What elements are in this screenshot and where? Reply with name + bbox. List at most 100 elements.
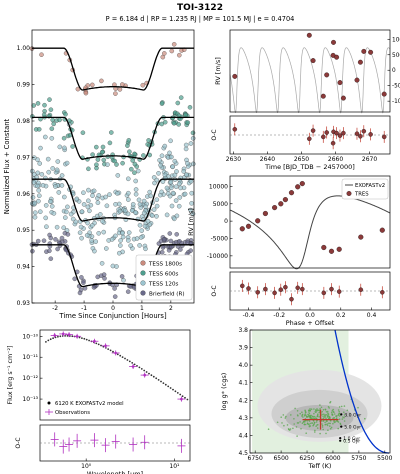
hr-sample-point xyxy=(321,413,324,416)
rv-time-point xyxy=(324,72,330,78)
transit-point xyxy=(90,82,95,88)
transit-point xyxy=(151,207,157,212)
hr-y-tick-label: 4.3 xyxy=(238,415,248,422)
transit-point xyxy=(113,91,118,96)
transit-point xyxy=(81,202,87,207)
sed-model-point xyxy=(64,335,66,337)
transit-point xyxy=(36,127,42,132)
sed-model-point xyxy=(71,335,74,338)
sed-model-point xyxy=(85,338,88,341)
rv-phase-legend-label: EXOFASTv2 xyxy=(355,183,385,189)
transit-point xyxy=(172,158,178,164)
hr-sample-point xyxy=(323,417,325,419)
transit-point xyxy=(125,143,130,148)
hr-sample-point xyxy=(304,412,307,414)
hr-sample-point xyxy=(301,422,304,425)
transit-point xyxy=(57,117,62,123)
sed-model-point xyxy=(88,339,90,342)
rv-phase-residual-point xyxy=(255,290,260,295)
transit-point xyxy=(178,247,183,252)
rv-phase-residual-point xyxy=(272,290,277,296)
hr-sample-point xyxy=(316,427,319,429)
sed-obs-point xyxy=(75,335,79,338)
transit-point xyxy=(101,272,107,277)
rv-time-x-tick-label: 2650 xyxy=(294,156,309,163)
sed-model-point xyxy=(174,390,177,393)
hr-sample-point xyxy=(327,429,329,432)
hr-sample-point xyxy=(311,422,313,424)
rv-time-point xyxy=(306,32,312,38)
rv-phase-residual-point xyxy=(246,286,251,291)
transit-x-tick-label: 0 xyxy=(111,305,115,312)
transit-point xyxy=(73,219,79,225)
sed-model-point xyxy=(121,356,124,358)
transit-point xyxy=(110,263,116,269)
transit-point xyxy=(126,238,131,243)
hr-sample-point xyxy=(333,417,336,419)
transit-point xyxy=(170,164,175,170)
hr-y-tick-label: 3.9 xyxy=(238,345,248,352)
transit-point xyxy=(120,234,126,240)
hr-sample-point xyxy=(297,422,300,424)
transit-point xyxy=(63,112,68,117)
hr-sample-point xyxy=(321,423,323,425)
transit-point xyxy=(130,202,136,207)
hr-sample-point xyxy=(327,412,329,414)
sed-obs-point xyxy=(93,339,96,343)
transit-point xyxy=(48,199,53,204)
transit-point xyxy=(118,243,123,248)
hr-sample-point xyxy=(284,417,287,419)
transit-point xyxy=(159,101,165,106)
transit-point xyxy=(190,130,196,136)
transit-point xyxy=(54,167,60,173)
transit-point xyxy=(136,197,142,203)
transit-point xyxy=(129,208,135,213)
transit-point xyxy=(169,185,174,191)
sed-legend-label: Observations xyxy=(55,410,90,416)
sed-model-point xyxy=(49,338,52,341)
sed-model-point xyxy=(78,336,81,339)
hr-sample-point xyxy=(322,415,324,418)
rv-time-residual-point xyxy=(232,127,238,132)
rv-phase-residual-point xyxy=(336,289,342,294)
hr-sample-point xyxy=(309,408,311,410)
sed-model-point xyxy=(102,345,105,348)
hr-age-label: 0.5 Gyr xyxy=(343,439,360,445)
transit-point xyxy=(49,204,55,209)
transit-point xyxy=(177,195,183,200)
rv-phase-point xyxy=(288,190,295,196)
transit-point xyxy=(43,215,48,221)
transit-point xyxy=(143,204,148,210)
rv-phase-y-tick-label: -10000 xyxy=(207,253,228,260)
transit-point xyxy=(70,144,75,149)
rv-time-residual-point xyxy=(381,134,387,140)
hr-sample-point xyxy=(326,410,329,413)
rv-phase-residual-point xyxy=(358,287,364,292)
transit-point xyxy=(120,82,125,87)
transit-point xyxy=(32,214,38,220)
hr-sample-point xyxy=(310,414,312,417)
transit-point xyxy=(104,246,109,251)
transit-point xyxy=(77,230,83,235)
transit-point xyxy=(44,224,49,229)
hr-sample-point xyxy=(305,415,308,418)
transit-point xyxy=(43,134,48,140)
rv-time-point xyxy=(331,39,336,45)
transit-point xyxy=(174,232,179,237)
rv-time-y-tick-label: 5000 xyxy=(392,53,400,59)
rv-phase-residual-point xyxy=(321,290,327,296)
transit-point xyxy=(112,286,117,291)
hr-x-tick-label: 5750 xyxy=(351,455,366,462)
transit-point xyxy=(81,280,86,285)
transit-point xyxy=(123,208,128,213)
hr-y-tick-label: 3.8 xyxy=(238,327,248,334)
transit-point xyxy=(147,189,152,195)
transit-point xyxy=(49,126,55,131)
hr-sample-point xyxy=(329,425,331,427)
rv-phase-point xyxy=(255,218,261,224)
hr-sample-point xyxy=(318,416,320,418)
rv-phase-x-tick-label: 0.4 xyxy=(367,312,377,319)
transit-point xyxy=(148,193,153,199)
transit-point xyxy=(65,232,71,237)
transit-point xyxy=(38,145,43,151)
